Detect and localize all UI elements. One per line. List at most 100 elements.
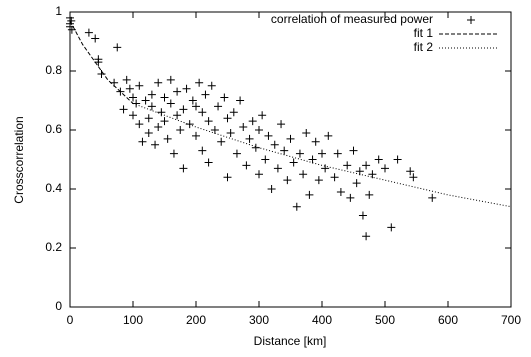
plus-marker [113,43,122,52]
plus-marker [160,117,169,126]
plus-marker [204,158,213,167]
plus-marker [267,185,276,193]
plus-marker [141,96,150,105]
plus-marker [223,114,232,123]
plus-marker [135,120,144,129]
plus-marker [324,131,333,140]
plus-marker [166,75,175,84]
plus-marker [336,187,345,196]
plus-marker [305,190,314,199]
legend-label: fit 1 [414,26,434,40]
x-tick-label: 200 [186,313,206,327]
plus-marker [333,149,342,158]
fit-line [69,20,134,104]
plus-marker [179,105,188,114]
plus-marker [365,190,374,199]
plus-marker [147,102,156,111]
plus-marker [245,134,254,143]
plus-marker [154,123,163,132]
plus-marker [308,155,317,164]
plus-marker [242,161,251,170]
plus-marker [217,137,226,146]
plus-marker [163,134,172,143]
plus-marker [248,117,257,126]
x-axis-label: Distance [km] [254,334,327,348]
y-tick-label: 0 [55,299,62,313]
plus-marker [173,87,182,96]
plus-marker [119,105,128,114]
plus-marker [182,84,191,93]
legend-label: correlation of measured power [271,12,433,26]
plus-marker [311,137,320,146]
plus-marker [236,96,245,105]
y-tick-label: 0.4 [45,181,62,195]
plus-marker [409,173,418,182]
y-axis-label: Crosscorrelation [12,116,26,203]
plus-marker [135,81,144,90]
plus-marker [289,158,298,167]
plus-marker [129,111,137,120]
plus-marker [97,69,106,78]
plus-marker [138,137,147,146]
plus-marker [374,155,383,164]
x-tick-label: 0 [67,313,74,327]
plus-marker [122,75,131,84]
plus-marker [346,193,355,202]
plus-marker [160,93,169,102]
x-tick-label: 400 [312,313,332,327]
plus-marker [352,179,361,188]
plus-marker [393,155,402,164]
plus-marker [368,170,377,179]
plus-marker [292,202,301,211]
plus-marker [214,102,223,111]
plus-marker [349,146,358,155]
legend-marker [467,16,475,24]
legend-label: fit 2 [414,40,434,54]
x-tick-label: 600 [438,313,458,327]
plus-marker [330,173,339,182]
plus-marker [176,126,185,134]
plus-marker [362,232,371,241]
plus-marker [84,28,93,37]
y-tick-label: 0.2 [45,240,62,254]
plus-marker [220,93,229,102]
x-tick-label: 700 [501,313,521,327]
plus-marker [210,126,219,134]
plus-marker [280,146,289,155]
plus-marker [343,161,352,170]
plus-marker [239,123,248,132]
plus-marker [226,128,235,137]
x-tick-label: 100 [123,313,143,327]
plus-marker [318,149,326,158]
x-tick-label: 300 [249,313,269,327]
plus-marker [188,96,197,105]
plus-marker [277,120,286,129]
plus-marker [144,114,153,123]
plus-marker [261,155,270,164]
plus-marker [229,108,238,117]
plus-marker [125,84,134,93]
plus-marker [381,164,389,173]
plus-marker [258,111,267,120]
y-tick-label: 0.8 [45,63,62,77]
plus-marker [157,108,166,117]
plus-marker [362,161,371,170]
plus-marker [198,146,207,155]
plus-marker [192,131,200,140]
plus-marker [91,34,100,43]
plus-marker [207,81,216,90]
plus-marker [223,173,232,182]
plus-marker [232,149,241,158]
plus-marker [358,211,367,220]
plus-marker [198,108,207,117]
x-tick-label: 500 [375,313,395,327]
plus-marker [314,176,323,185]
plus-marker [255,170,263,179]
plot-frame [69,11,512,308]
plus-marker [302,128,311,137]
plus-marker [195,78,204,87]
plus-marker [179,164,188,173]
plus-marker [151,140,160,149]
y-tick-label: 1 [55,4,62,18]
plus-marker [169,149,178,158]
